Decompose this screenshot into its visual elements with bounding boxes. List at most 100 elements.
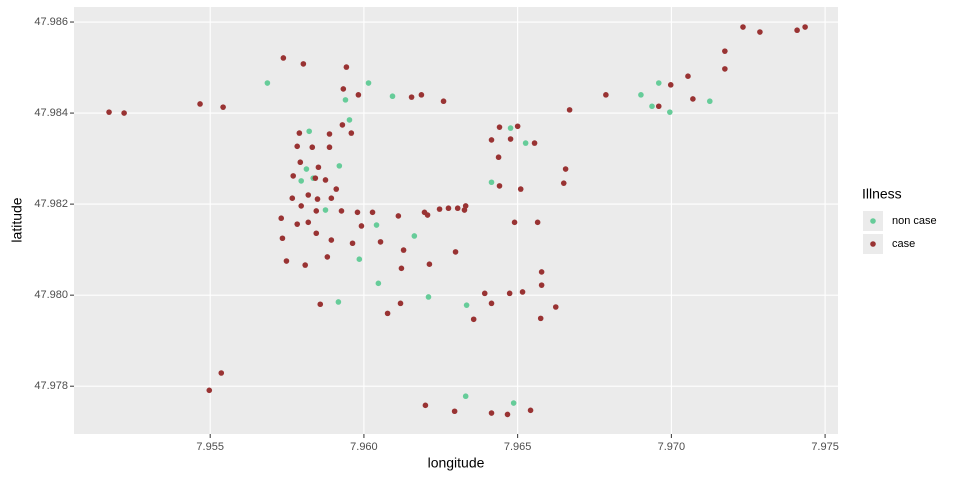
point xyxy=(358,223,365,229)
point xyxy=(218,370,225,376)
point xyxy=(395,213,402,219)
point xyxy=(690,96,696,102)
point xyxy=(426,261,433,268)
point xyxy=(522,140,529,146)
point xyxy=(328,237,335,243)
point xyxy=(294,143,301,150)
legend-title: Illness xyxy=(862,186,902,202)
point xyxy=(397,300,404,307)
panel xyxy=(74,7,838,434)
point xyxy=(289,195,296,201)
point xyxy=(355,92,362,98)
point xyxy=(298,203,305,209)
point xyxy=(603,92,609,98)
point xyxy=(454,205,461,212)
point xyxy=(106,109,112,115)
point xyxy=(314,196,321,202)
point xyxy=(375,280,382,287)
point xyxy=(537,315,544,322)
point xyxy=(495,154,502,161)
point xyxy=(538,282,545,288)
point xyxy=(506,290,513,297)
point xyxy=(411,233,418,239)
x-tick-label: 7.965 xyxy=(504,441,532,453)
point xyxy=(300,61,307,67)
legend-marker xyxy=(870,241,876,247)
legend-marker xyxy=(870,218,876,224)
point xyxy=(418,92,425,98)
point xyxy=(377,239,384,245)
point xyxy=(297,159,304,166)
point xyxy=(445,205,452,212)
point xyxy=(463,302,470,308)
point xyxy=(324,254,331,260)
point xyxy=(667,82,674,88)
point xyxy=(356,256,363,262)
point xyxy=(507,136,514,142)
point xyxy=(298,178,305,184)
point xyxy=(335,299,342,305)
point xyxy=(342,97,349,103)
point xyxy=(740,24,746,30)
point xyxy=(510,400,517,406)
point xyxy=(531,140,538,146)
point xyxy=(638,92,644,98)
point xyxy=(317,301,324,308)
point xyxy=(398,265,405,272)
point xyxy=(425,294,432,300)
x-tick-label: 7.970 xyxy=(658,441,686,453)
point xyxy=(322,177,329,183)
point xyxy=(552,304,559,310)
point xyxy=(538,269,545,275)
point xyxy=(264,80,271,86)
y-tick-label: 47.984 xyxy=(34,107,68,119)
point xyxy=(294,221,301,227)
point xyxy=(470,316,477,323)
point xyxy=(283,258,290,264)
point xyxy=(220,104,226,110)
point xyxy=(326,144,333,151)
point xyxy=(488,137,495,143)
point xyxy=(488,300,495,307)
point xyxy=(706,98,713,105)
point xyxy=(280,55,287,61)
point xyxy=(302,262,308,268)
point xyxy=(422,402,429,409)
point xyxy=(322,207,329,213)
point xyxy=(408,94,415,100)
point xyxy=(305,192,312,198)
point xyxy=(802,24,808,30)
y-tick-label: 47.982 xyxy=(34,198,68,210)
point xyxy=(667,109,673,115)
point xyxy=(462,393,469,400)
x-tick-label: 7.975 xyxy=(811,441,839,453)
point xyxy=(519,289,526,295)
point xyxy=(326,131,333,137)
point xyxy=(296,130,303,136)
point xyxy=(511,219,518,226)
point xyxy=(722,48,728,54)
point xyxy=(343,64,350,70)
grid xyxy=(74,7,838,434)
point xyxy=(306,128,312,135)
point xyxy=(340,86,347,92)
point xyxy=(496,124,503,130)
point xyxy=(562,166,569,172)
point xyxy=(354,209,361,216)
point xyxy=(757,29,763,35)
point xyxy=(436,206,443,212)
y-tick-label: 47.986 xyxy=(34,16,68,28)
point xyxy=(339,122,346,128)
point xyxy=(197,101,203,107)
point xyxy=(451,408,458,415)
point xyxy=(373,222,380,228)
point xyxy=(440,98,447,105)
y-axis-title: latitude xyxy=(9,197,25,242)
point xyxy=(560,180,567,186)
point xyxy=(336,163,343,169)
point xyxy=(346,117,353,123)
legend-label: case xyxy=(892,238,915,250)
point xyxy=(649,103,655,110)
